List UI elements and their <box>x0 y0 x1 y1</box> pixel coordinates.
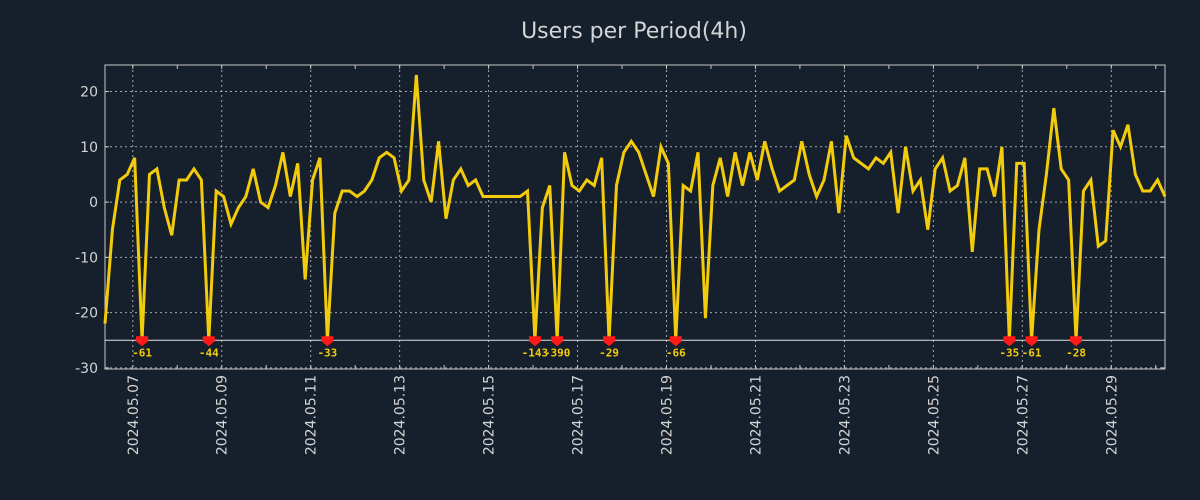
clip-value-label: -33 <box>317 346 337 359</box>
clip-markers: -61 -44 -33 -143-390 -29 -66 -35 -61 -28 <box>132 336 1086 359</box>
users-line <box>103 74 1167 341</box>
x-tick-label: 2024.05.11 <box>304 375 320 455</box>
y-tick-label: -20 <box>75 306 98 322</box>
clip-marker <box>202 336 215 347</box>
x-tick-label: 2024.05.25 <box>926 375 942 455</box>
clip-marker <box>603 336 616 347</box>
clip-value-label: -29 <box>599 346 619 359</box>
clip-value-label: -61 <box>132 346 152 359</box>
clip-marker <box>1070 336 1083 347</box>
clip-marker <box>551 336 564 347</box>
clip-marker <box>669 336 682 347</box>
y-tick-label: 10 <box>80 140 98 156</box>
plot-frame <box>104 64 1166 370</box>
clip-marker <box>1025 336 1038 347</box>
y-tick-label: -10 <box>75 250 98 266</box>
y-tick-label: 20 <box>80 85 98 101</box>
x-tick-label: 2024.05.13 <box>393 375 409 455</box>
clip-value-label: -143 <box>522 346 549 359</box>
clip-marker <box>136 336 149 347</box>
y-tick-label: -30 <box>75 361 98 377</box>
clip-value-label: -390 <box>544 346 571 359</box>
series <box>103 74 1167 341</box>
clip-marker <box>1003 336 1016 347</box>
clip-value-label: -44 <box>199 346 219 359</box>
clip-marker <box>528 336 541 347</box>
clip-value-label: -35 <box>999 346 1019 359</box>
x-tick-label: 2024.05.27 <box>1015 375 1031 455</box>
clip-value-label: -66 <box>666 346 686 359</box>
clip-marker <box>321 336 334 347</box>
y-tick-label: 0 <box>89 195 98 211</box>
x-tick-label: 2024.05.09 <box>215 375 231 455</box>
x-tick-label: 2024.05.15 <box>482 375 498 455</box>
x-tick-label: 2024.05.21 <box>748 375 764 455</box>
x-tick-label: 2024.05.07 <box>126 375 142 455</box>
x-tick-label: 2024.05.23 <box>837 375 853 455</box>
x-tick-label: 2024.05.19 <box>660 375 676 455</box>
axes: -30 -20 -10 0 10 20 2024.05.07 2024.05.09 2024.0… <box>75 64 1166 455</box>
clip-value-label: -61 <box>1022 346 1042 359</box>
x-tick-label: 2024.05.29 <box>1104 375 1120 455</box>
chart-title: Users per Period(4h) <box>521 19 747 44</box>
x-tick-label: 2024.05.17 <box>571 375 587 455</box>
clip-value-label: -28 <box>1066 346 1086 359</box>
